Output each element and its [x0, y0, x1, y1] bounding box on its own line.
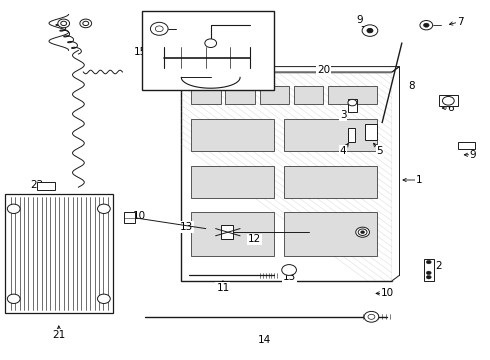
Text: 22: 22 — [30, 180, 44, 190]
Text: 8: 8 — [408, 81, 415, 91]
Text: 7: 7 — [457, 17, 464, 27]
Circle shape — [442, 96, 454, 105]
Circle shape — [155, 26, 163, 32]
Text: 5: 5 — [376, 146, 383, 156]
Circle shape — [80, 19, 92, 28]
Bar — [348, 128, 355, 142]
Bar — [458, 142, 475, 149]
Text: 11: 11 — [216, 283, 230, 293]
Text: 3: 3 — [340, 110, 346, 120]
Circle shape — [426, 260, 431, 264]
Circle shape — [98, 294, 110, 303]
Circle shape — [61, 21, 67, 26]
Circle shape — [205, 39, 217, 48]
Text: 9: 9 — [469, 150, 476, 160]
Text: 13: 13 — [179, 222, 193, 232]
Text: 1: 1 — [416, 175, 422, 185]
Bar — [284, 119, 377, 151]
Bar — [424, 259, 434, 281]
Circle shape — [7, 204, 20, 213]
Circle shape — [423, 23, 429, 27]
Circle shape — [348, 99, 357, 106]
Circle shape — [150, 22, 168, 35]
Text: 2: 2 — [435, 261, 442, 271]
Bar — [294, 86, 323, 104]
Circle shape — [58, 19, 70, 28]
Text: 18: 18 — [260, 13, 274, 23]
Circle shape — [282, 265, 296, 275]
Text: 12: 12 — [248, 234, 262, 244]
Bar — [191, 119, 274, 151]
Circle shape — [361, 231, 365, 234]
Circle shape — [426, 275, 431, 279]
Text: 6: 6 — [447, 103, 454, 113]
Text: 14: 14 — [258, 335, 271, 345]
Circle shape — [358, 229, 367, 235]
Bar — [181, 72, 392, 281]
Text: 10: 10 — [133, 211, 146, 221]
Bar — [439, 95, 458, 106]
Bar — [328, 86, 377, 104]
Text: 15: 15 — [133, 47, 147, 57]
Bar — [5, 194, 113, 313]
Circle shape — [83, 21, 89, 26]
Bar — [225, 86, 255, 104]
Polygon shape — [181, 67, 399, 72]
Text: 13: 13 — [282, 272, 296, 282]
Bar — [191, 86, 220, 104]
Circle shape — [368, 314, 375, 319]
Bar — [37, 182, 55, 190]
Bar — [220, 225, 233, 239]
Circle shape — [420, 21, 433, 30]
Text: 4: 4 — [340, 146, 346, 156]
Bar — [191, 212, 274, 256]
Circle shape — [362, 25, 378, 36]
Circle shape — [356, 227, 369, 237]
Text: 17: 17 — [157, 18, 171, 28]
Bar — [365, 124, 377, 140]
Text: 19: 19 — [258, 65, 271, 75]
Text: 10: 10 — [381, 288, 393, 298]
Circle shape — [367, 28, 373, 33]
Circle shape — [98, 204, 110, 213]
Bar — [348, 99, 357, 112]
Circle shape — [426, 271, 431, 275]
Text: 20: 20 — [317, 65, 330, 75]
Text: 21: 21 — [52, 330, 66, 340]
Text: 9: 9 — [357, 15, 364, 25]
Circle shape — [7, 294, 20, 303]
Bar — [284, 166, 377, 198]
Bar — [124, 212, 135, 223]
Text: 16: 16 — [174, 63, 188, 73]
Bar — [191, 166, 274, 198]
Polygon shape — [392, 67, 399, 281]
Circle shape — [364, 311, 379, 322]
Bar — [260, 86, 289, 104]
Bar — [142, 11, 274, 90]
Bar — [284, 212, 377, 256]
